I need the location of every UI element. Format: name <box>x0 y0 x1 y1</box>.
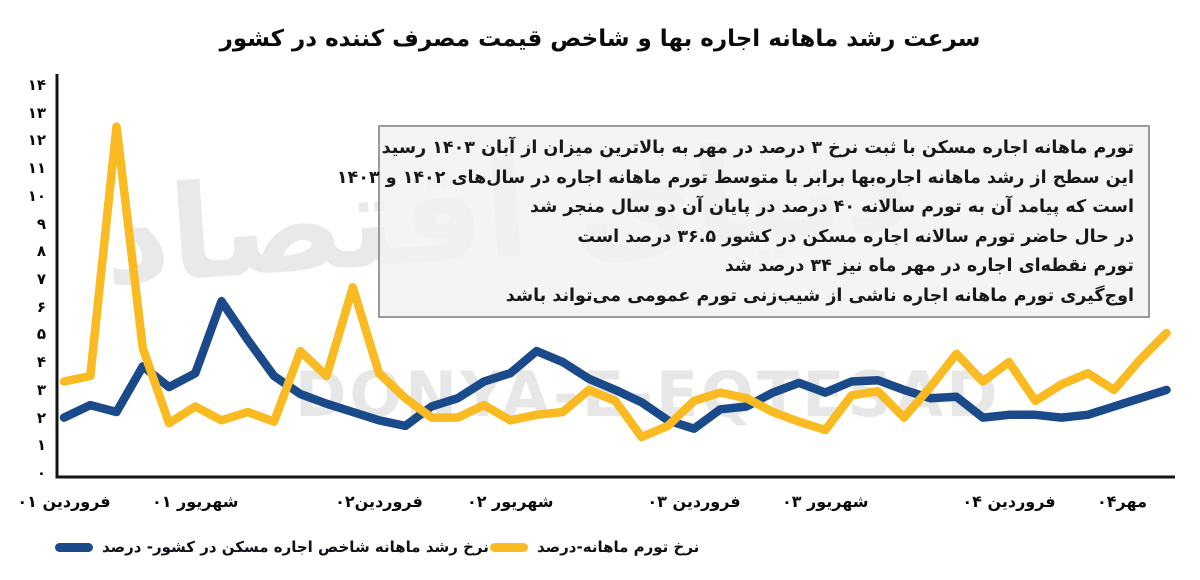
y-tick-label: ۰ <box>36 464 46 482</box>
y-tick-label: ۹ <box>36 214 46 233</box>
y-tick-label: ۶ <box>36 297 46 316</box>
annotation-line: است که پیامد آن به تورم سالانه ۴۰ درصد د… <box>530 197 1134 217</box>
x-tick-label: شهریور ۰۱ <box>151 492 239 511</box>
y-tick-label: ۴ <box>36 353 46 372</box>
x-tick-label: فروردین ۰۳ <box>647 492 741 511</box>
legend-label-cpi: نرخ تورم ماهانه-درصد <box>537 538 700 556</box>
y-tick-label: ۳ <box>36 380 46 399</box>
annotation-line: در حال حاضر تورم سالانه اجاره مسکن در کش… <box>577 226 1134 247</box>
cpi-line-swatch <box>490 542 528 552</box>
axes <box>55 74 1175 479</box>
annotation-line: اوج‌گیری تورم ماهانه اجاره ناشی از شیب‌ز… <box>505 285 1134 306</box>
y-tick-label: ۸ <box>36 242 46 261</box>
y-tick-label: ۱۱ <box>27 159 46 178</box>
y-tick-label: ۱۰ <box>27 186 46 205</box>
y-tick-label: ۱۴ <box>27 76 46 94</box>
y-tick-label: ۱ <box>36 436 46 455</box>
x-tick-label: مهر۰۴ <box>1097 492 1147 511</box>
annotation-box: تورم ماهانه اجاره مسکن با ثبت نرخ ۳ درصد… <box>336 125 1150 318</box>
x-tick-label: فروردین ۰۱ <box>17 492 111 511</box>
x-tick-label: فروردین۰۲ <box>335 492 423 511</box>
annotation-line: تورم ماهانه اجاره مسکن با ثبت نرخ ۳ درصد… <box>381 138 1134 158</box>
chart-title: سرعت رشد ماهانه اجاره بها و شاخص قیمت مص… <box>219 26 981 52</box>
y-tick-label: ۷ <box>36 270 46 288</box>
y-tick-label: ۵ <box>36 325 46 344</box>
rent-index-line-swatch <box>55 542 93 552</box>
y-tick-label: ۲ <box>36 408 46 427</box>
y-tick-label: ۱۳ <box>27 103 46 122</box>
rent-index-line <box>59 296 1171 433</box>
cpi-line <box>59 122 1171 442</box>
annotation-line: این سطح از رشد ماهانه اجاره‌بها برابر با… <box>336 167 1134 188</box>
x-tick-label: فروردین ۰۴ <box>962 492 1056 511</box>
x-tick-label: شهریور ۰۲ <box>466 492 554 511</box>
x-tick-label: شهریور ۰۳ <box>781 492 869 511</box>
legend-item-cpi: نرخ تورم ماهانه-درصد <box>490 538 699 556</box>
y-tick-label: ۱۲ <box>27 131 46 150</box>
legend-label-rent-index: نرخ رشد ماهانه شاخص اجاره مسکن در کشور- … <box>102 538 489 556</box>
annotation-line: تورم نقطه‌ای اجاره در مهر ماه نیز ۳۴ درص… <box>724 256 1134 276</box>
legend-item-rent-index: نرخ رشد ماهانه شاخص اجاره مسکن در کشور- … <box>55 538 489 556</box>
